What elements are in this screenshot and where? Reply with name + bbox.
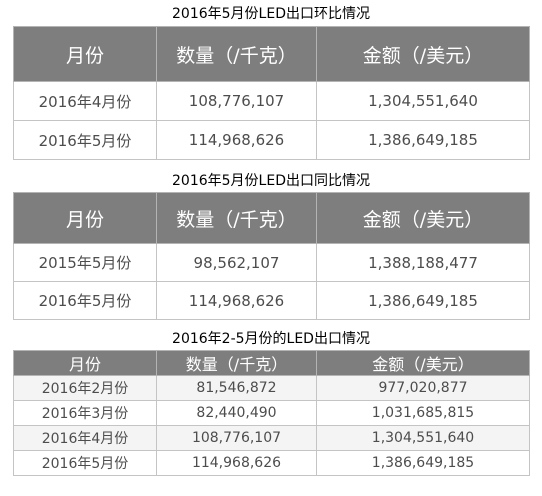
cell-amount: 1,388,188,477 [316,243,530,282]
header-month: 月份 [13,192,157,244]
cell-amount: 1,304,551,640 [316,425,530,451]
table-caption-month-on-month: 2016年5月份LED出口环比情况 [172,6,370,22]
cell-amount: 1,031,685,815 [316,400,530,426]
cell-quantity: 98,562,107 [156,243,317,282]
cell-amount: 977,020,877 [316,375,530,401]
cell-amount: 1,304,551,640 [316,81,530,121]
table-row: 2016年4月份 108,776,107 1,304,551,640 [13,81,530,121]
cell-quantity: 81,546,872 [156,375,317,401]
header-month: 月份 [13,350,157,376]
cell-month: 2016年4月份 [13,425,157,451]
cell-amount: 1,386,649,185 [316,281,530,320]
cell-month: 2016年5月份 [13,450,157,476]
cell-quantity: 108,776,107 [156,81,317,121]
header-row: 月份 数量（/千克） 金额（/美元） [13,350,530,376]
table-caption-feb-to-may: 2016年2-5月份的LED出口情况 [172,331,370,347]
led-export-yoy-table: 月份 数量（/千克） 金额（/美元） 2015年5月份 98,562,107 1… [13,192,530,320]
cell-amount: 1,386,649,185 [316,450,530,476]
cell-quantity: 108,776,107 [156,425,317,451]
led-export-feb-may-table: 月份 数量（/千克） 金额（/美元） 2016年2月份 81,546,872 9… [13,350,530,476]
table-row: 2016年3月份 82,440,490 1,031,685,815 [13,400,530,426]
cell-month: 2015年5月份 [13,243,157,282]
cell-month: 2016年2月份 [13,375,157,401]
table-row: 2016年5月份 114,968,626 1,386,649,185 [13,450,530,476]
cell-month: 2016年5月份 [13,120,157,160]
table-row: 2016年4月份 108,776,107 1,304,551,640 [13,425,530,451]
table-caption-year-on-year: 2016年5月份LED出口同比情况 [172,173,370,189]
cell-quantity: 82,440,490 [156,400,317,426]
table-row: 2015年5月份 98,562,107 1,388,188,477 [13,243,530,282]
header-quantity: 数量（/千克） [156,350,317,376]
cell-quantity: 114,968,626 [156,450,317,476]
header-quantity: 数量（/千克） [156,26,317,82]
header-amount: 金额（/美元） [316,192,530,244]
cell-quantity: 114,968,626 [156,120,317,160]
table-row: 2016年5月份 114,968,626 1,386,649,185 [13,120,530,160]
table-row: 2016年2月份 81,546,872 977,020,877 [13,375,530,401]
header-row: 月份 数量（/千克） 金额（/美元） [13,192,530,244]
cell-month: 2016年4月份 [13,81,157,121]
header-amount: 金额（/美元） [316,26,530,82]
cell-quantity: 114,968,626 [156,281,317,320]
header-row: 月份 数量（/千克） 金额（/美元） [13,26,530,82]
led-export-mom-table: 月份 数量（/千克） 金额（/美元） 2016年4月份 108,776,107 … [13,26,530,160]
header-month: 月份 [13,26,157,82]
cell-month: 2016年5月份 [13,281,157,320]
header-amount: 金额（/美元） [316,350,530,376]
cell-month: 2016年3月份 [13,400,157,426]
cell-amount: 1,386,649,185 [316,120,530,160]
table-row: 2016年5月份 114,968,626 1,386,649,185 [13,281,530,320]
header-quantity: 数量（/千克） [156,192,317,244]
